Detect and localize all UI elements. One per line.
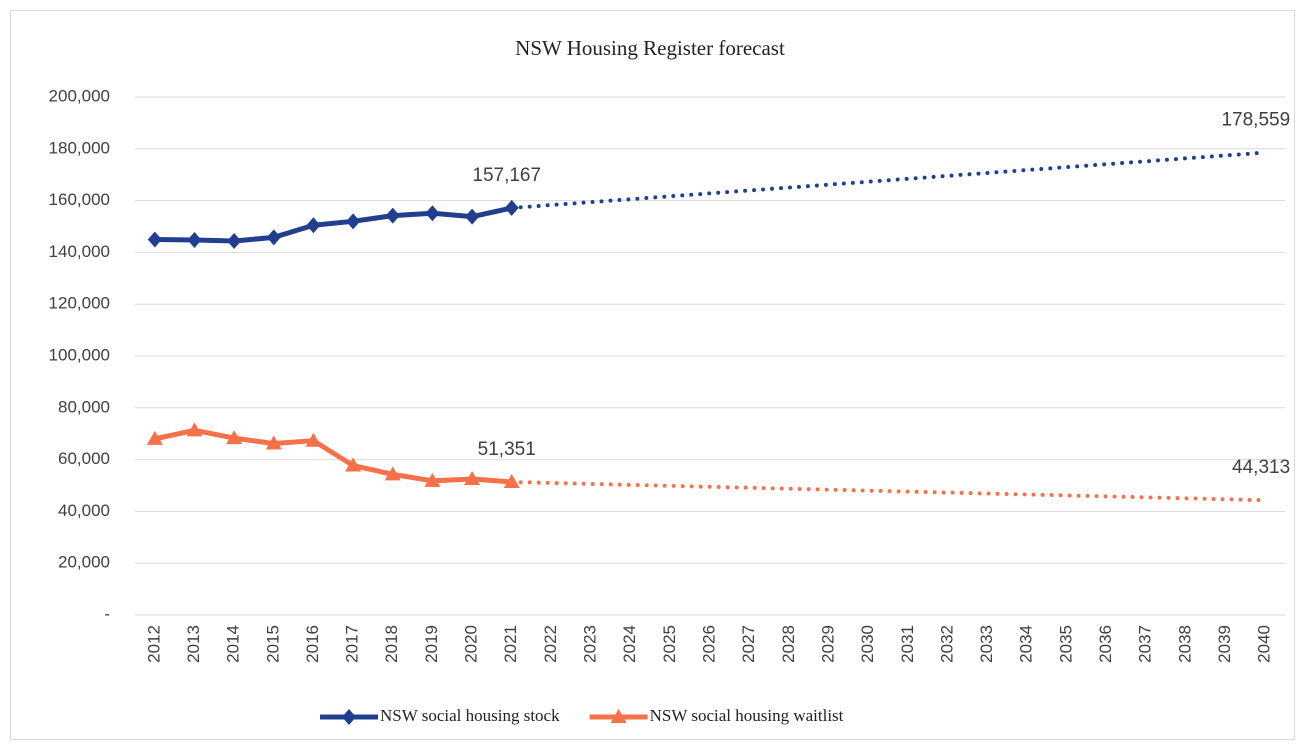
marker [385,207,400,224]
marker [346,213,361,230]
data-label: 157,167 [472,165,541,186]
x-tick-label: 2013 [184,625,203,663]
x-tick-label: 2020 [462,625,481,663]
x-tick-label: 2012 [144,625,163,663]
x-tick-label: 2026 [699,625,718,663]
marker [146,430,163,445]
x-tick-label: 2037 [1136,625,1155,663]
legend-marker [342,709,356,725]
y-tick-label: 180,000 [49,138,110,157]
marker [305,432,322,447]
y-tick-label: 140,000 [49,242,110,261]
forecast-line [509,150,1268,210]
y-tick-label: 100,000 [49,345,110,364]
marker [464,471,481,486]
chart-title: NSW Housing Register forecast [515,36,785,60]
x-tick-label: 2034 [1017,625,1036,663]
chart-frame [10,10,1295,740]
y-tick-label: 20,000 [58,553,110,572]
marker [425,205,440,222]
x-tick-label: 2019 [422,625,441,663]
legend-item: NSW social housing waitlist [589,706,844,725]
x-tick-label: 2040 [1255,625,1274,663]
marker [226,430,243,445]
y-tick-label: 160,000 [49,190,110,209]
x-tick-label: 2029 [818,625,837,663]
x-tick-label: 2018 [382,625,401,663]
marker [227,233,242,250]
y-tick-label: 200,000 [49,86,110,105]
y-tick-label: - [104,604,110,623]
x-tick-label: 2014 [224,625,243,663]
x-tick-label: 2025 [660,625,679,663]
x-tick-label: 2015 [263,625,282,663]
x-tick-label: 2033 [977,625,996,663]
x-tick-label: 2038 [1175,625,1194,663]
marker [306,217,321,234]
data-label: 178,559 [1221,110,1290,131]
marker [465,208,480,225]
legend-label: NSW social housing waitlist [650,706,844,725]
marker [187,231,202,248]
x-tick-label: 2031 [898,625,917,663]
x-tick-label: 2023 [581,625,600,663]
data-label: 44,313 [1232,457,1290,478]
series-line [152,205,515,244]
y-tick-label: 120,000 [49,294,110,313]
x-tick-label: 2017 [343,625,362,663]
marker [266,229,281,246]
x-tick-label: 2016 [303,625,322,663]
x-tick-label: 2035 [1056,625,1075,663]
marker [504,199,519,216]
marker [503,474,520,489]
x-tick-label: 2039 [1215,625,1234,663]
x-tick-label: 2030 [858,625,877,663]
marker [384,466,401,481]
marker [186,422,203,437]
x-tick-label: 2021 [501,625,520,663]
marker [345,457,362,472]
y-tick-label: 40,000 [58,501,110,520]
legend-item: NSW social housing stock [320,706,560,725]
forecast-line [509,480,1268,503]
x-tick-label: 2032 [937,625,956,663]
marker [424,472,441,487]
legend-marker [610,709,627,723]
series-line [152,427,515,485]
x-tick-label: 2036 [1096,625,1115,663]
y-tick-label: 80,000 [58,397,110,416]
y-tick-label: 60,000 [58,449,110,468]
marker [147,231,162,248]
x-tick-label: 2022 [541,625,560,663]
x-tick-label: 2024 [620,625,639,663]
legend-label: NSW social housing stock [380,706,560,725]
x-tick-label: 2027 [739,625,758,663]
marker [265,435,282,450]
x-tick-label: 2028 [779,625,798,663]
data-label: 51,351 [478,439,536,460]
